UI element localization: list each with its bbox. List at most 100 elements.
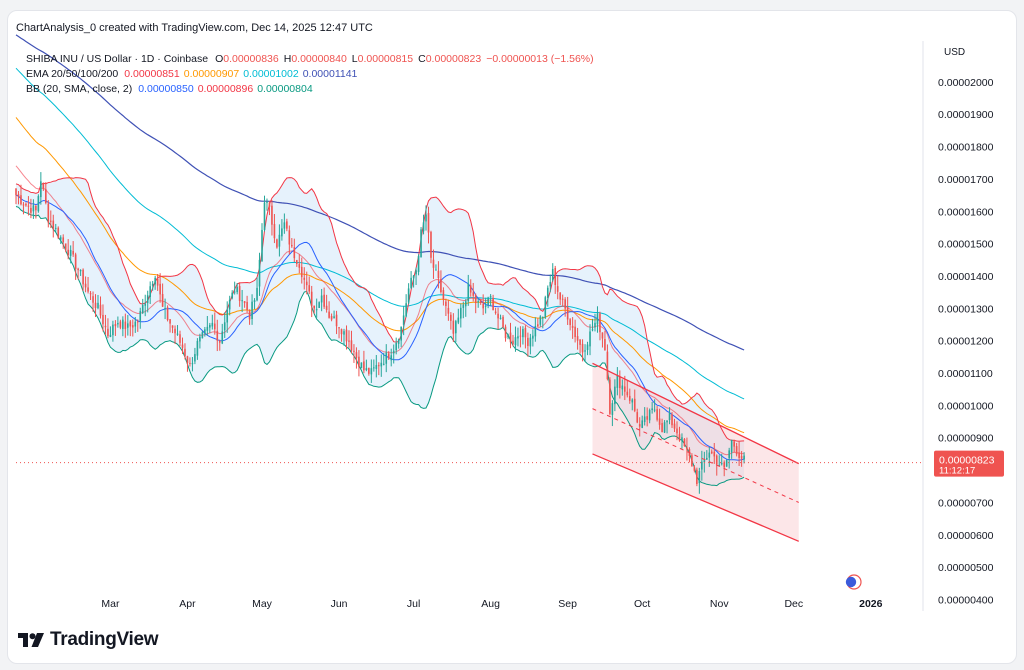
candle [151,280,154,291]
candle [156,273,159,291]
candle [377,362,380,376]
candle-body [253,300,256,302]
candle-body [706,457,708,460]
candle [507,333,509,340]
candle-body [482,303,484,309]
candle-body [733,441,735,447]
candle-body [310,291,313,306]
candle-body [392,350,395,354]
candle-body [330,316,333,320]
candle-body [131,325,134,328]
candle [79,269,82,276]
price-tick-label: 0.00001200 [938,336,994,348]
tradingview-logo[interactable]: TradingView [18,629,159,651]
candle [489,294,492,307]
candle-body [69,249,72,256]
candle [20,184,22,206]
candle [435,264,437,271]
candle-body [532,335,534,339]
candle-body [382,363,385,365]
candle-body [457,317,460,323]
candle [474,293,477,314]
price-tick-label: 0.00000400 [938,595,994,607]
candle [681,433,683,449]
candle-body [477,301,480,303]
candle-body [539,316,542,325]
candle-body [139,311,142,321]
candle-body [549,282,552,287]
candle-body [624,386,626,392]
candle [201,330,204,339]
candle-body [459,307,462,319]
candle-body [243,301,246,304]
candle [141,298,144,315]
candle-body [427,213,430,233]
candle-body [698,470,701,484]
candle [159,273,161,303]
price-chart[interactable]: USD 0.00002000 0.00001900 0.00001800 0.00001… [8,11,1016,611]
candle [611,400,614,427]
candle [350,330,353,354]
candle [117,316,119,328]
candle-body [633,398,636,411]
candle [169,319,171,333]
candle-body [241,300,243,302]
candle-body [494,311,497,314]
candle [482,294,484,316]
candle-body [161,294,164,307]
candle-body [703,460,706,463]
candle [544,295,547,319]
candle-body [666,420,668,423]
candle [537,318,539,328]
candle-body [522,329,524,338]
candle [360,362,363,369]
candle [589,324,591,356]
candle [134,316,137,333]
candle [308,276,311,295]
candle [504,324,507,342]
candle-body [67,249,69,256]
candle [601,332,604,348]
candle [164,298,166,320]
candle [382,352,385,366]
candle-body [42,183,45,189]
candle [432,249,435,279]
price-tick-label: 0.00001100 [938,368,993,380]
candle [216,319,219,352]
candle-body [710,451,713,454]
candle-body [318,302,320,308]
candle [539,315,542,327]
candle-body [497,313,499,319]
candle-body [54,227,57,229]
candle [718,455,721,466]
candle-body [437,270,440,279]
candle [410,271,412,290]
ema-legend-value: 0.00001141 [303,68,358,80]
candle [693,465,696,473]
price-tick-label: 0.00001800 [938,142,994,154]
candle [708,447,711,467]
ohlc-key: L [352,53,358,65]
candle [517,327,519,347]
candle-body [303,277,306,280]
candle [420,227,422,258]
candle [417,254,420,276]
candle [213,312,216,335]
candle-body [529,337,532,347]
candle [355,347,358,369]
candle-body [611,403,614,415]
candle-body [512,340,514,345]
candle-body [566,307,569,320]
candle [228,295,231,316]
candle-body [743,455,745,460]
candle [713,442,716,464]
candle [144,294,147,317]
candle-body [144,303,147,306]
time-tick-label: Sep [558,598,577,610]
candle [387,351,390,361]
candle [97,294,99,310]
price-tick-label: 0.00001900 [938,109,994,121]
candle-body [258,259,261,287]
candle [472,282,475,302]
candle-body [109,334,112,337]
